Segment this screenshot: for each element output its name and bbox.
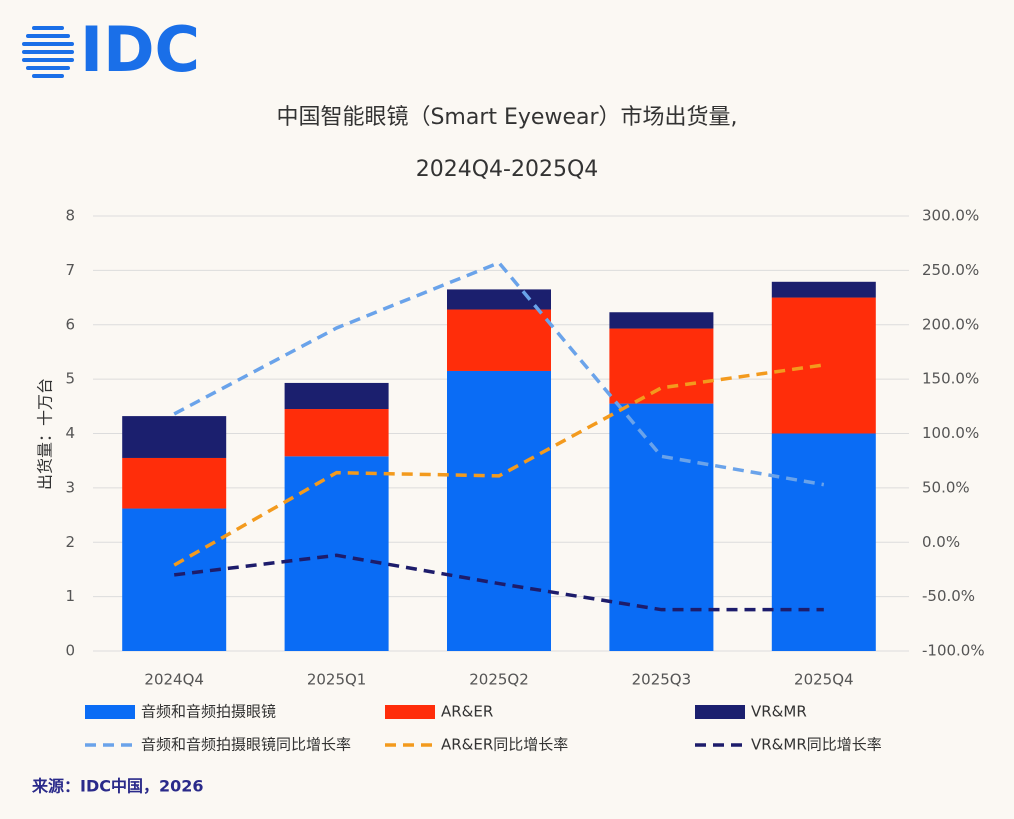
- y2-tick-label: 0.0%: [922, 533, 960, 551]
- line-series: [173, 260, 825, 487]
- y-tick-label: 2: [65, 533, 75, 551]
- y2-tick-label: 200.0%: [922, 315, 979, 333]
- x-tick-label: 2024Q4: [144, 671, 204, 689]
- y2-tick-label: 300.0%: [922, 207, 979, 225]
- x-tick-label: 2025Q1: [307, 671, 367, 689]
- legend-label: VR&MR同比增长率: [751, 736, 882, 754]
- line-series: [173, 363, 825, 567]
- x-tick-label: 2025Q3: [632, 671, 692, 689]
- y-tick-label: 6: [65, 315, 75, 333]
- bar: [609, 312, 714, 329]
- legend-swatch: [695, 705, 745, 719]
- bar: [771, 297, 876, 434]
- bar: [284, 409, 389, 457]
- y2-tick-label: -100.0%: [922, 642, 985, 660]
- logo-globe: [22, 26, 74, 78]
- y2-tick-label: 250.0%: [922, 261, 979, 279]
- legend-label: 音频和音频拍摄眼镜同比增长率: [141, 736, 351, 754]
- y-axis-label: 出货量：十万台: [36, 378, 55, 490]
- legend-label: VR&MR: [751, 703, 807, 721]
- y-tick-label: 8: [65, 207, 75, 225]
- bar: [122, 508, 227, 651]
- y2-tick-label: 50.0%: [922, 478, 970, 496]
- bar: [284, 382, 389, 410]
- y-tick-label: 7: [65, 261, 75, 279]
- x-tick-label: 2025Q4: [794, 671, 854, 689]
- legend-label: AR&ER同比增长率: [441, 736, 568, 754]
- y-tick-label: 4: [65, 424, 75, 442]
- legend-label: 音频和音频拍摄眼镜: [141, 703, 276, 721]
- bar: [771, 281, 876, 298]
- y-tick-label: 3: [65, 478, 75, 496]
- bar: [122, 457, 227, 509]
- bar: [122, 416, 227, 458]
- logo-text: IDC: [80, 13, 200, 86]
- line-series: [173, 553, 824, 612]
- legend-swatch: [85, 705, 135, 719]
- bar: [447, 370, 551, 651]
- bar: [447, 309, 551, 371]
- bar: [771, 433, 876, 651]
- y-tick-label: 1: [65, 587, 75, 605]
- y2-tick-label: -50.0%: [922, 587, 975, 605]
- source: 来源：IDC中国，2026: [31, 777, 204, 796]
- y-tick-label: 5: [65, 370, 75, 388]
- y2-tick-label: 150.0%: [922, 370, 979, 388]
- bar: [609, 328, 714, 404]
- bar: [609, 403, 714, 651]
- legend-swatch: [385, 705, 435, 719]
- chart-subtitle: 2024Q4-2025Q4: [416, 157, 599, 182]
- legend-label: AR&ER: [441, 703, 493, 721]
- y2-tick-label: 100.0%: [922, 424, 979, 442]
- chart-title: 中国智能眼镜（Smart Eyewear）市场出货量,: [276, 105, 737, 130]
- y-tick-label: 0: [65, 642, 75, 660]
- x-tick-label: 2025Q2: [469, 671, 529, 689]
